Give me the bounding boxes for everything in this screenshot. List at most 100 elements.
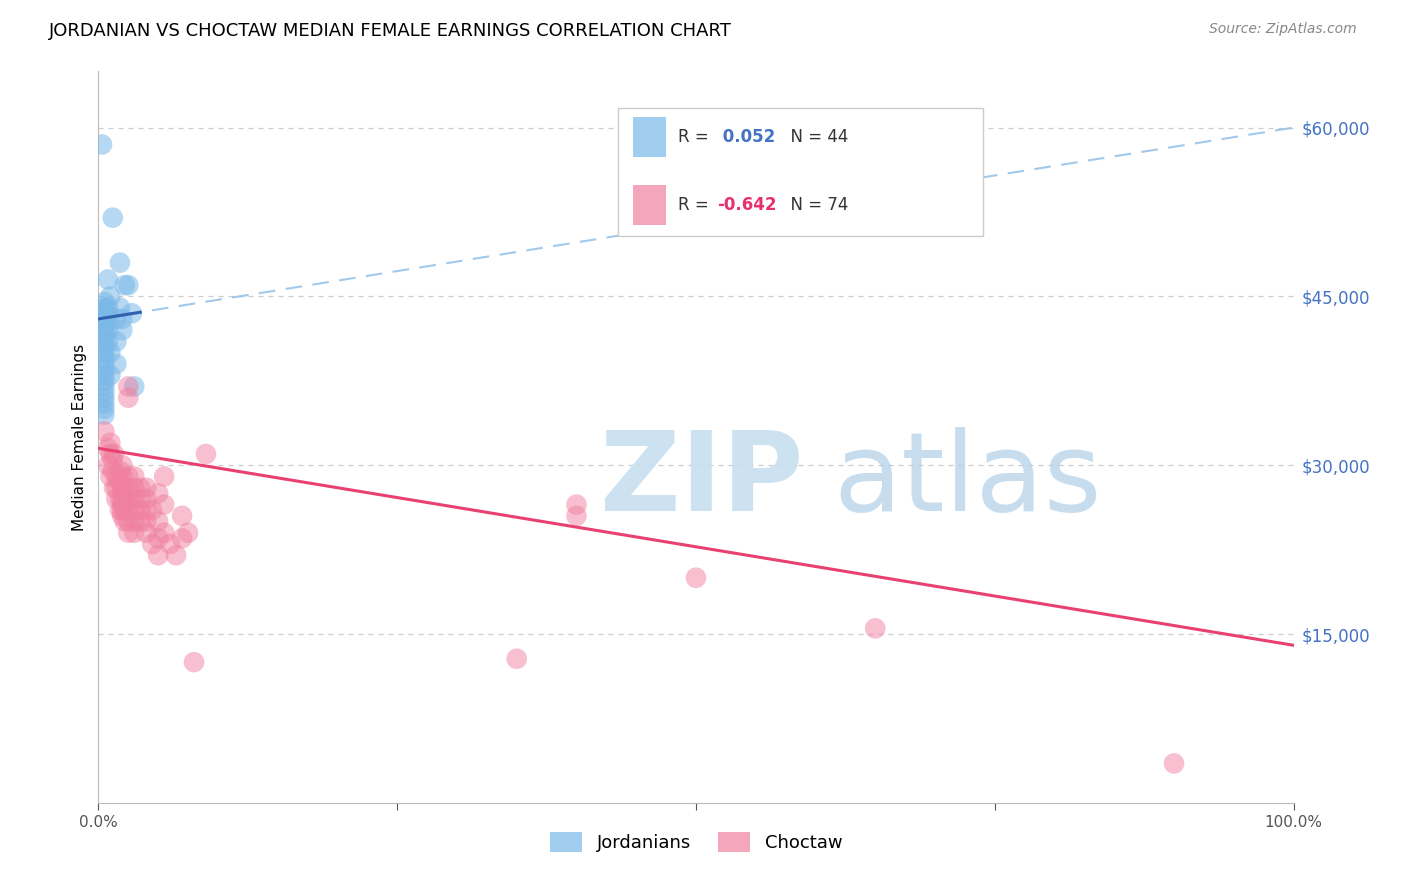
Point	[148, 532, 170, 546]
Point	[1163, 756, 1185, 771]
Point	[117, 469, 139, 483]
Point	[111, 508, 134, 523]
Point	[93, 408, 115, 422]
Point	[183, 655, 205, 669]
Point	[93, 301, 115, 315]
Text: R =: R =	[678, 128, 714, 145]
Point	[93, 295, 115, 310]
Point	[108, 255, 131, 269]
Point	[117, 379, 139, 393]
Point	[114, 491, 136, 506]
Text: -0.642: -0.642	[717, 196, 778, 214]
Point	[117, 503, 139, 517]
Point	[105, 312, 128, 326]
Point	[117, 481, 139, 495]
Point	[117, 515, 139, 529]
Point	[93, 328, 115, 343]
Point	[135, 491, 157, 506]
Point	[121, 306, 143, 320]
Point	[103, 481, 125, 495]
Point	[98, 435, 122, 450]
Point	[93, 318, 115, 332]
Point	[114, 278, 136, 293]
Point	[108, 503, 131, 517]
Point	[506, 652, 529, 666]
Point	[93, 312, 115, 326]
Text: N = 44: N = 44	[780, 128, 848, 145]
Point	[111, 491, 134, 506]
Point	[93, 391, 115, 405]
Point	[97, 301, 120, 315]
FancyBboxPatch shape	[633, 117, 666, 157]
Point	[148, 548, 170, 562]
Point	[93, 385, 115, 400]
Y-axis label: Median Female Earnings: Median Female Earnings	[72, 343, 87, 531]
Point	[117, 278, 139, 293]
Point	[172, 508, 194, 523]
Point	[108, 475, 131, 489]
Point	[93, 374, 115, 388]
Point	[103, 447, 125, 461]
Point	[111, 312, 134, 326]
Point	[97, 323, 120, 337]
Point	[141, 537, 163, 551]
Point	[111, 323, 134, 337]
Point	[111, 486, 134, 500]
Point	[93, 306, 115, 320]
Point	[93, 345, 115, 359]
Point	[98, 447, 122, 461]
Point	[129, 503, 152, 517]
Point	[93, 368, 115, 383]
Point	[91, 137, 114, 152]
Point	[108, 464, 131, 478]
Point	[111, 469, 134, 483]
Point	[159, 537, 181, 551]
Point	[93, 323, 115, 337]
Point	[114, 503, 136, 517]
Point	[98, 368, 122, 383]
Point	[97, 334, 120, 349]
Point	[565, 508, 588, 523]
Legend: Jordanians, Choctaw: Jordanians, Choctaw	[543, 824, 849, 860]
Point	[111, 503, 134, 517]
Point	[101, 452, 124, 467]
Point	[124, 379, 146, 393]
Point	[165, 548, 187, 562]
Point	[685, 571, 707, 585]
Point	[93, 302, 115, 317]
Point	[124, 481, 146, 495]
Text: R =: R =	[678, 196, 714, 214]
Point	[195, 447, 218, 461]
Point	[93, 357, 115, 371]
Text: ZIP: ZIP	[600, 427, 804, 534]
Point	[117, 491, 139, 506]
Point	[105, 469, 128, 483]
Point	[172, 532, 194, 546]
Point	[124, 515, 146, 529]
Point	[135, 525, 157, 540]
Point	[117, 525, 139, 540]
Text: 0.052: 0.052	[717, 128, 776, 145]
Point	[565, 498, 588, 512]
Point	[153, 469, 176, 483]
Point	[111, 498, 134, 512]
Point	[93, 401, 115, 416]
Point	[135, 515, 157, 529]
FancyBboxPatch shape	[633, 185, 666, 225]
Point	[124, 503, 146, 517]
Point	[124, 525, 146, 540]
Text: JORDANIAN VS CHOCTAW MEDIAN FEMALE EARNINGS CORRELATION CHART: JORDANIAN VS CHOCTAW MEDIAN FEMALE EARNI…	[49, 22, 733, 40]
Point	[865, 621, 887, 635]
Point	[93, 334, 115, 349]
Point	[105, 334, 128, 349]
Point	[105, 491, 128, 506]
Point	[93, 340, 115, 354]
Point	[114, 481, 136, 495]
Point	[97, 312, 120, 326]
Point	[148, 515, 170, 529]
Point	[153, 498, 176, 512]
Point	[93, 425, 115, 439]
Point	[124, 491, 146, 506]
Point	[129, 481, 152, 495]
Point	[153, 525, 176, 540]
